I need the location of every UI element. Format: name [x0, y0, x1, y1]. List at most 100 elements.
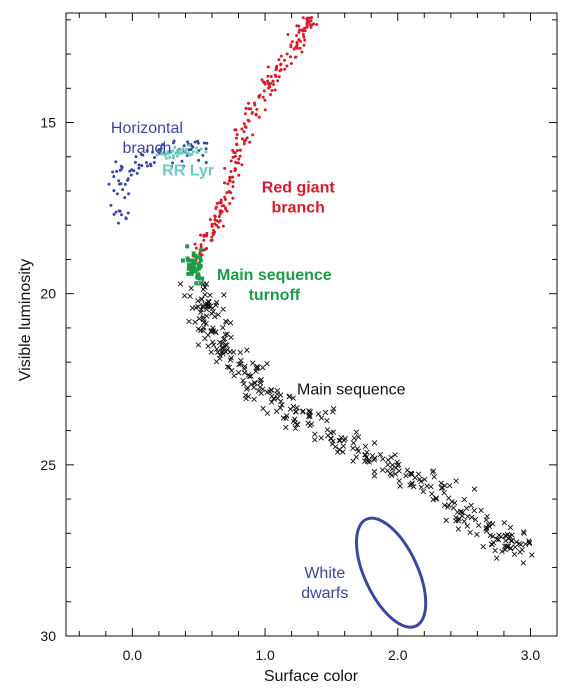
plot-frame	[65, 12, 558, 637]
data-point	[223, 318, 229, 325]
data-point	[366, 459, 372, 465]
data-point	[295, 24, 299, 28]
data-point	[309, 19, 313, 23]
data-point	[251, 396, 257, 403]
data-point	[231, 155, 235, 159]
data-point	[203, 313, 210, 319]
data-point	[219, 201, 223, 205]
data-point	[187, 293, 193, 299]
data-point	[223, 206, 227, 210]
data-point	[237, 361, 244, 367]
annotation-ms: Main sequence	[297, 382, 406, 399]
data-point	[219, 198, 223, 202]
data-point	[350, 440, 357, 446]
data-point	[260, 405, 266, 412]
data-point	[301, 33, 305, 37]
data-point	[205, 141, 209, 145]
data-point	[507, 545, 513, 552]
data-point	[163, 153, 167, 157]
data-point	[151, 150, 155, 154]
data-point	[109, 203, 113, 207]
data-point	[290, 40, 294, 44]
data-point	[353, 429, 360, 435]
data-point	[507, 524, 514, 531]
data-point	[518, 541, 524, 548]
data-point	[192, 319, 198, 325]
data-point	[248, 107, 252, 111]
data-point	[474, 531, 480, 538]
data-point	[308, 23, 312, 27]
data-point	[235, 148, 239, 152]
data-point	[503, 543, 510, 549]
data-point	[215, 311, 222, 318]
data-point	[202, 234, 206, 238]
data-point	[243, 112, 247, 116]
data-point	[441, 490, 447, 496]
data-point	[407, 482, 413, 488]
data-point	[153, 155, 157, 159]
data-point	[377, 451, 383, 458]
data-point	[221, 224, 225, 228]
data-point	[392, 471, 399, 477]
data-point	[176, 149, 180, 153]
data-point	[286, 393, 293, 399]
data-point	[202, 335, 208, 342]
data-point	[200, 276, 205, 281]
data-point	[171, 154, 175, 158]
data-point	[247, 101, 251, 105]
annotation-rr: RR Lyr	[162, 163, 214, 180]
data-point	[171, 156, 175, 160]
data-point	[222, 342, 229, 348]
data-point	[298, 46, 302, 50]
data-point	[190, 152, 194, 156]
data-point	[433, 496, 439, 502]
data-point	[269, 93, 273, 97]
data-point	[197, 158, 201, 162]
data-point	[263, 98, 267, 102]
data-point	[236, 361, 242, 368]
data-point	[289, 62, 293, 66]
data-point	[204, 147, 208, 151]
data-point	[114, 160, 118, 164]
data-point	[193, 260, 198, 265]
data-point	[338, 434, 344, 441]
data-point	[295, 46, 299, 50]
data-point	[233, 154, 237, 158]
data-point	[120, 213, 124, 217]
data-point	[186, 266, 191, 271]
data-point	[132, 169, 136, 173]
data-point	[231, 148, 235, 152]
data-point	[254, 113, 258, 117]
annotation-line: Main sequence	[217, 267, 332, 284]
data-point	[483, 528, 490, 534]
data-point	[223, 197, 227, 201]
data-point	[193, 242, 197, 246]
data-point	[340, 449, 346, 455]
data-point	[220, 351, 226, 357]
data-point	[226, 364, 232, 371]
data-point	[283, 415, 289, 422]
data-point	[337, 437, 343, 444]
data-point	[178, 148, 182, 152]
data-point	[318, 435, 324, 441]
data-point	[231, 180, 235, 184]
data-point	[115, 169, 119, 173]
data-point	[278, 398, 284, 405]
data-point	[228, 202, 232, 206]
data-point	[213, 222, 217, 226]
data-point	[529, 552, 535, 558]
annotation-line: RR Lyr	[162, 163, 214, 180]
data-point	[171, 161, 175, 165]
data-point	[237, 161, 241, 165]
data-point	[355, 434, 362, 440]
data-point	[471, 486, 478, 492]
data-point	[441, 502, 448, 509]
y-tick-label: 20	[40, 286, 56, 302]
data-point	[492, 547, 498, 554]
data-point	[198, 258, 203, 263]
data-point	[295, 40, 299, 44]
data-point	[292, 47, 296, 51]
data-point	[114, 210, 118, 214]
data-point	[283, 58, 287, 62]
